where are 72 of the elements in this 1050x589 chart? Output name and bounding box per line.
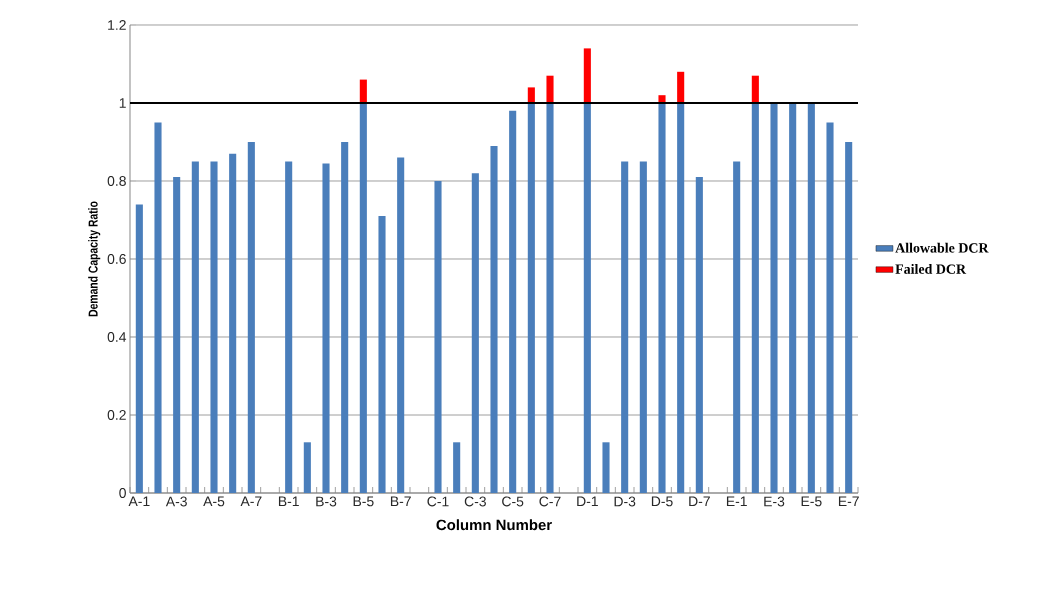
bar bbox=[471, 173, 479, 493]
bar bbox=[359, 79, 367, 103]
bar bbox=[191, 161, 199, 493]
y-axis-title: Demand Capacity Ratio bbox=[88, 201, 101, 317]
x-tick-label: A-7 bbox=[240, 496, 262, 507]
x-tick-label: E-5 bbox=[801, 496, 822, 507]
legend-label: Failed DCR bbox=[895, 263, 967, 274]
bar bbox=[845, 142, 853, 493]
x-tick-label: C-5 bbox=[502, 496, 524, 507]
bar bbox=[826, 122, 834, 493]
x-tick-label: E-3 bbox=[764, 496, 785, 507]
bar bbox=[135, 204, 143, 493]
bar bbox=[490, 145, 498, 493]
bar bbox=[789, 103, 797, 493]
bar bbox=[378, 216, 386, 493]
x-tick-label: D-3 bbox=[614, 496, 636, 507]
bar bbox=[583, 48, 591, 103]
x-tick-label: A-1 bbox=[128, 496, 150, 507]
bar bbox=[546, 75, 554, 103]
bar bbox=[602, 442, 610, 493]
x-tick-label: C-1 bbox=[427, 496, 449, 507]
bar bbox=[639, 161, 647, 493]
bar bbox=[583, 103, 591, 493]
x-tick-label: D-1 bbox=[577, 496, 598, 507]
legend-label: Allowable DCR bbox=[895, 242, 989, 253]
bar bbox=[247, 142, 255, 493]
bar bbox=[807, 103, 815, 493]
x-tick-label: B-7 bbox=[390, 496, 411, 507]
bar bbox=[546, 103, 554, 493]
bar bbox=[677, 71, 685, 103]
bar bbox=[695, 177, 703, 493]
bar bbox=[453, 442, 461, 493]
x-tick-label: A-5 bbox=[203, 496, 225, 507]
x-tick-label: B-3 bbox=[316, 496, 337, 507]
bar bbox=[751, 75, 759, 103]
x-tick-label: B-5 bbox=[353, 496, 374, 507]
bar bbox=[509, 110, 517, 493]
y-tick-label: 0.2 bbox=[107, 410, 126, 420]
bar bbox=[285, 161, 293, 493]
bar bbox=[229, 153, 237, 493]
bar bbox=[210, 161, 218, 493]
bar bbox=[322, 163, 330, 493]
x-tick-label: B-1 bbox=[278, 496, 299, 507]
x-tick-label: C-7 bbox=[539, 496, 561, 507]
y-tick-label: 0.4 bbox=[107, 332, 127, 342]
y-tick-label: 0.6 bbox=[107, 254, 126, 264]
bar bbox=[527, 87, 535, 103]
bar bbox=[751, 103, 759, 493]
x-tick-label: E-1 bbox=[726, 496, 747, 507]
bar bbox=[770, 103, 778, 493]
y-tick-label: 0.8 bbox=[107, 176, 126, 186]
x-tick-label: D-7 bbox=[689, 496, 710, 507]
bar bbox=[341, 142, 349, 493]
bar bbox=[434, 181, 442, 493]
x-tick-label: D-5 bbox=[651, 496, 673, 507]
bar bbox=[397, 157, 405, 493]
bar bbox=[621, 161, 629, 493]
x-tick-label: E-7 bbox=[838, 496, 859, 507]
bar bbox=[154, 122, 162, 493]
x-tick-label: C-3 bbox=[464, 496, 486, 507]
bar bbox=[527, 103, 535, 493]
x-tick-label: A-3 bbox=[165, 496, 187, 507]
bar bbox=[303, 442, 311, 493]
bar bbox=[677, 103, 685, 493]
y-tick-label: 1.2 bbox=[108, 20, 126, 30]
bar bbox=[173, 177, 181, 493]
y-tick-label: 1 bbox=[119, 98, 126, 108]
bar bbox=[658, 103, 666, 493]
bar bbox=[359, 103, 367, 493]
y-tick-label: 0 bbox=[119, 488, 126, 498]
x-axis-title: Column Number bbox=[436, 519, 552, 531]
bar bbox=[733, 161, 741, 493]
